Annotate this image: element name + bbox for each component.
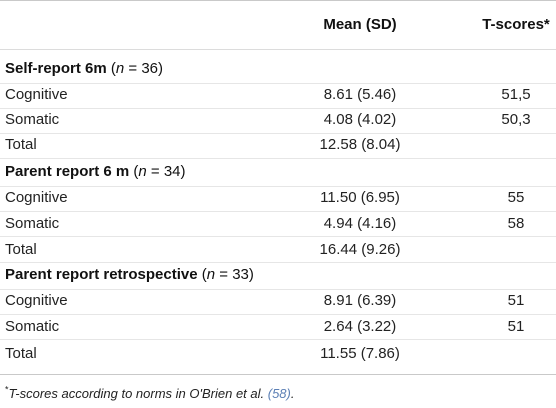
table-footnote: *T-scores according to norms in O'Brien … (5, 384, 295, 402)
row-t-score: 55 (507, 189, 525, 206)
table-row: Somatic 4.94 (4.16) 58 (0, 213, 556, 235)
footnote-marker: * (5, 384, 9, 395)
section-header-parent-report-retrospective: Parent report retrospective (n = 33) (0, 264, 556, 286)
row-separator (0, 211, 556, 212)
table-row: Cognitive 11.50 (6.95) 55 (0, 187, 556, 209)
section-title: Parent report retrospective (5, 266, 198, 283)
row-t-score: 58 (507, 215, 525, 232)
header-mean-sd: Mean (SD) (323, 16, 397, 33)
row-mean-sd: 4.08 (4.02) (323, 111, 397, 128)
n-value: = 36) (124, 60, 163, 77)
row-label: Somatic (5, 318, 60, 335)
row-label: Somatic (5, 215, 60, 232)
section-header-parent-report-6m: Parent report 6 m (n = 34) (0, 161, 556, 183)
table-row: Cognitive 8.61 (5.46) 51,5 (0, 84, 556, 106)
row-label: Total (5, 241, 37, 258)
row-mean-sd: 8.91 (6.39) (323, 292, 397, 309)
row-t-score: 50,3 (501, 111, 531, 128)
table-row: Total 11.55 (7.86) (0, 343, 556, 365)
table-header-row: Mean (SD) T-scores* (0, 14, 556, 36)
n-prefix: ( (129, 163, 139, 180)
n-value: = 34) (146, 163, 186, 180)
row-label: Cognitive (5, 292, 68, 309)
row-label: Cognitive (5, 86, 68, 103)
row-separator (0, 158, 556, 159)
row-mean-sd: 8.61 (5.46) (323, 86, 397, 103)
row-mean-sd: 4.94 (4.16) (323, 215, 397, 232)
table-row: Somatic 4.08 (4.02) 50,3 (0, 109, 556, 131)
footnote-reference-link[interactable]: (58) (267, 386, 291, 401)
table-top-rule (0, 0, 556, 1)
footnote-end: . (290, 386, 295, 401)
n-variable: n (138, 163, 147, 180)
section-title: Self-report 6m (5, 60, 107, 77)
footnote-text: T-scores according to norms in O'Brien e… (8, 386, 268, 401)
table-bottom-rule (0, 374, 556, 375)
row-separator (0, 236, 556, 237)
row-separator (0, 289, 556, 290)
row-label: Total (5, 136, 37, 153)
row-separator (0, 108, 556, 109)
row-separator (0, 314, 556, 315)
row-separator (0, 339, 556, 340)
row-mean-sd: 11.50 (6.95) (320, 189, 400, 206)
section-title: Parent report 6 m (5, 163, 130, 180)
header-rule (0, 49, 556, 50)
n-value: = 33) (215, 266, 254, 283)
row-t-score: 51,5 (501, 86, 531, 103)
table-row: Somatic 2.64 (3.22) 51 (0, 316, 556, 338)
table-row: Total 12.58 (8.04) (0, 134, 556, 156)
header-t-scores: T-scores* (482, 16, 550, 33)
row-separator (0, 262, 556, 263)
table-row: Cognitive 8.91 (6.39) 51 (0, 290, 556, 312)
n-variable: n (206, 266, 216, 283)
row-mean-sd: 11.55 (7.86) (320, 345, 400, 362)
n-variable: n (115, 60, 125, 77)
row-separator (0, 83, 556, 84)
table-row: Total 16.44 (9.26) (0, 239, 556, 261)
row-mean-sd: 2.64 (3.22) (323, 318, 397, 335)
row-separator (0, 133, 556, 134)
row-separator (0, 186, 556, 187)
n-prefix: ( (106, 60, 116, 77)
row-mean-sd: 12.58 (8.04) (319, 136, 401, 153)
row-label: Somatic (5, 111, 60, 128)
row-t-score: 51 (507, 318, 525, 335)
row-label: Cognitive (5, 189, 68, 206)
row-label: Total (5, 345, 37, 362)
row-mean-sd: 16.44 (9.26) (319, 241, 401, 258)
section-header-self-report-6m: Self-report 6m (n = 36) (0, 58, 556, 80)
row-t-score: 51 (507, 292, 525, 309)
n-prefix: ( (197, 266, 207, 283)
